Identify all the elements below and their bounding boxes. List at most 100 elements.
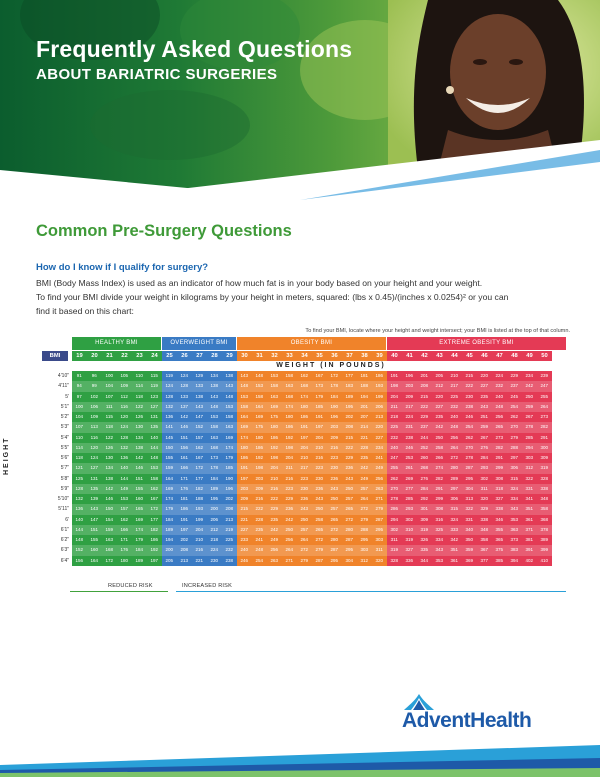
weight-cell: 351 [447,545,462,556]
weight-cell: 151 [87,524,102,535]
weight-cell: 274 [432,463,447,474]
weight-cell: 308 [492,473,507,484]
weight-cell: 204 [282,453,297,464]
weight-cell: 230 [312,473,327,484]
weight-cell: 158 [147,473,162,484]
weight-cell: 166 [177,463,192,474]
weight-cell: 309 [537,453,552,464]
weight-cell: 301 [417,504,432,515]
height-value: 5'7" [60,465,69,472]
weight-cell: 373 [507,535,522,546]
weight-cell: 244 [417,432,432,443]
weight-cell: 284 [417,483,432,494]
weight-cell: 189 [162,524,177,535]
weight-cell: 233 [237,535,252,546]
weight-cell: 235 [432,412,447,423]
weight-cell: 259 [477,422,492,433]
weight-cell: 353 [432,555,447,566]
weight-cell: 216 [192,545,207,556]
weight-cell: 295 [462,473,477,484]
weight-cell: 235 [267,514,282,525]
weight-cell: 338 [492,504,507,515]
weight-cell: 254 [252,555,267,566]
weight-cell: 227 [237,524,252,535]
weight-cell: 198 [282,442,297,453]
weight-cell: 153 [147,463,162,474]
weight-cell: 218 [207,535,222,546]
weight-cell: 179 [312,391,327,402]
weight-cell: 248 [492,401,507,412]
bmi-value: 34 [297,351,312,361]
weight-cell: 255 [537,391,552,402]
bmi-value: 23 [132,351,147,361]
weight-cell: 186 [372,371,387,382]
weight-cell: 164 [162,473,177,484]
weight-cell: 361 [522,514,537,525]
bmi-value: 43 [432,351,447,361]
weight-cell: 120 [87,442,102,453]
weight-cell: 303 [357,545,372,556]
weight-cell: 237 [507,381,522,392]
weight-cell: 255 [387,463,402,474]
weight-cell: 114 [132,381,147,392]
weight-cell: 282 [492,442,507,453]
weight-cell: 185 [222,463,237,474]
weight-cell: 106 [87,401,102,412]
weight-cell: 240 [387,442,402,453]
weight-cell: 142 [177,412,192,423]
weight-cell: 191 [237,463,252,474]
height-value: 5'1" [60,403,69,410]
increased-risk-label: INCREASED RISK [182,583,233,589]
weight-cell: 213 [177,555,192,566]
weight-cell: 228 [357,442,372,453]
weight-cell: 182 [147,524,162,535]
weight-cell: 267 [522,412,537,423]
weight-cell: 222 [342,442,357,453]
weight-cell: 219 [222,524,237,535]
weight-cell: 212 [207,524,222,535]
weight-cell: 334 [432,535,447,546]
weight-cell: 143 [87,504,102,515]
weight-cell: 142 [102,483,117,494]
weight-cell: 302 [477,473,492,484]
weight-cell: 328 [537,473,552,484]
weight-cell: 150 [162,442,177,453]
bmi-category-label: OBESITY BMI [237,337,386,350]
bmi-table-row: 5'10" 132 139 146 153 160 167 174 181 188 195 202 20… [36,494,566,505]
weight-cell: 358 [537,504,552,515]
weight-cell: 184 [132,545,147,556]
weight-cell: 229 [267,504,282,515]
weight-cell: 350 [462,535,477,546]
bmi-table-row: 5'6" 118 124 130 136 142 148 155 161 167 173 179 186… [36,453,566,464]
weight-cell: 242 [522,381,537,392]
weight-cell: 180 [282,412,297,423]
weight-cell: 186 [252,442,267,453]
weight-cell: 304 [342,555,357,566]
bmi-value: 44 [447,351,462,361]
weight-cell: 100 [102,371,117,382]
weight-cell: 171 [177,473,192,484]
weight-cell: 262 [462,432,477,443]
weight-cell: 348 [537,494,552,505]
weight-cell: 196 [402,371,417,382]
bmi-value: 24 [147,351,162,361]
weight-cell: 225 [222,535,237,546]
weight-cell: 312 [522,463,537,474]
weight-cell: 152 [72,545,87,556]
weight-cell: 124 [87,453,102,464]
weight-cell: 266 [432,453,447,464]
weight-cell: 250 [327,494,342,505]
weight-cell: 200 [162,545,177,556]
weight-cell: 272 [312,535,327,546]
weight-cell: 190 [327,401,342,412]
weight-cell: 279 [312,545,327,556]
weight-cell: 308 [432,504,447,515]
bmi-value: 49 [522,351,537,361]
weight-cell: 248 [252,545,267,556]
weight-cell: 292 [417,494,432,505]
weight-cell: 169 [237,422,252,433]
weight-cell: 188 [357,381,372,392]
weight-cell: 208 [177,545,192,556]
weight-cell: 144 [72,524,87,535]
weight-cell: 167 [192,453,207,464]
